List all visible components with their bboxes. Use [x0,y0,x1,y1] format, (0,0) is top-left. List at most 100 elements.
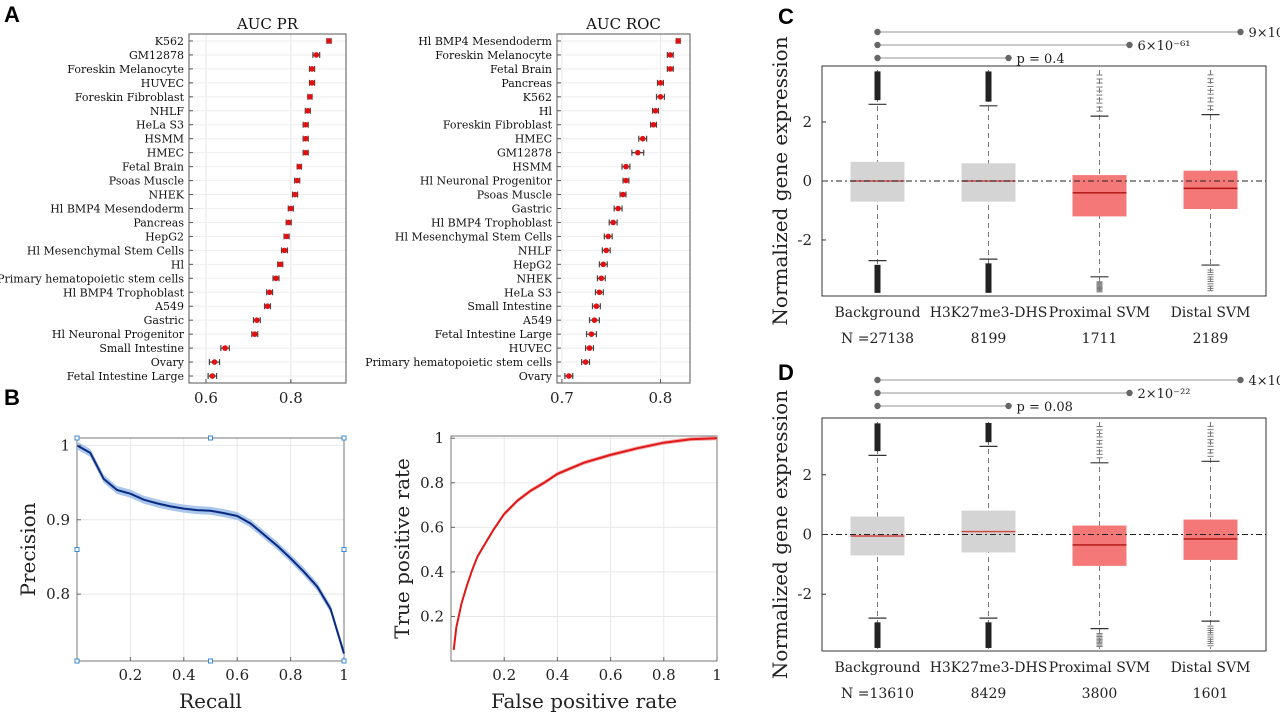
data-point [222,345,228,351]
category-label: Hl Mesenchymal Stem Cells [27,244,184,257]
chart-title: AUC PR [236,15,299,33]
y-axis-label: Normalized gene expression [768,390,792,679]
p-value-label: 2×10⁻²² [1138,387,1191,402]
category-label: Background [834,305,920,321]
category-label: Foreskin Fibroblast [75,91,185,104]
count-label: 3800 [1082,686,1118,702]
y-tick-label: 1 [434,429,444,447]
category-label: Hl BMP4 Mesendoderm [418,35,552,48]
data-point [566,373,572,379]
category-label: HeLa S3 [136,119,184,132]
y-tick-label: 2 [802,113,812,131]
p-value-label: 9×10⁻³⁵ [1249,26,1280,41]
category-label: Hl BMP4 Trophoblast [63,286,185,299]
selection-handle [208,658,213,664]
y-tick-label: 2 [802,466,812,484]
x-tick-label: 0.8 [649,389,673,407]
panel-label-a: A [4,2,20,27]
data-point [620,191,626,198]
bracket-dot [874,389,881,397]
category-label: Ovary [519,370,553,383]
data-point [296,163,303,170]
category-label: Hl [539,105,553,118]
data-point [639,135,646,142]
count-label: 2189 [1193,331,1229,347]
bracket-dot [1005,402,1012,410]
category-label: Small Intestine [467,300,552,313]
data-point [302,135,309,142]
category-label: Hl BMP4 Mesendoderm [50,203,184,216]
bracket-dot [1005,54,1012,62]
data-point [302,149,309,156]
bracket-dot [1126,41,1133,49]
category-label: HMEC [515,133,552,146]
category-label: GM12878 [497,147,552,160]
category-label: H3K27me3-DHS [930,660,1048,676]
category-label: Fetal Intestine Large [67,370,184,383]
y-tick-label: 1 [60,436,70,454]
box [850,161,905,202]
x-tick-label: 0.8 [652,666,676,684]
y-axis-label: Normalized gene expression [768,36,792,325]
data-point [309,66,315,72]
category-label: Ovary [151,356,185,369]
y-axis-label: True positive rate [390,458,414,639]
box [1183,170,1238,210]
category-label: Psoas Muscle [477,189,552,202]
category-label: Hl Neuronal Progenitor [420,175,553,188]
data-point [586,345,593,351]
count-label: N =27138 [841,331,914,347]
plot-frame [450,435,718,662]
data-point [652,107,659,114]
category-label: Pancreas [133,216,184,229]
category-label: HSMM [144,133,184,146]
count-label: 1711 [1082,331,1118,347]
bracket-dot [1237,28,1244,36]
data-point [610,219,616,226]
data-point [273,275,279,282]
data-point [600,261,607,268]
panel-label-d: D [778,360,794,385]
category-label: Fetal Brain [122,161,184,174]
y-tick-label: 0.2 [420,607,444,625]
bracket-dot [874,402,881,410]
category-label: Primary hematopoietic stem cells [365,356,552,369]
data-point [605,233,612,240]
category-label: A549 [522,314,552,327]
category-label: HepG2 [145,230,184,243]
category-label: Hl Mesenchymal Stem Cells [395,230,552,243]
data-point [254,317,260,323]
data-point [283,233,290,240]
x-tick-label: 0.6 [225,666,249,684]
lineplot-precision-recall: 0.2 0.4 0.6 0.8 1 0.8 0.9 1 Recall Precision [16,435,349,713]
data-point [209,373,216,379]
confidence-band [77,441,344,658]
p-value-label: 6×10⁻⁶¹ [1138,39,1191,54]
data-point [309,80,315,86]
panel-label-c: C [778,4,794,29]
boxplot-panel-c: Background N =27138 H3K27me3-DHS 8199 Proxim… [768,26,1280,347]
data-point [313,52,320,58]
box [1072,525,1127,566]
p-value-label: p = 0.08 [1017,400,1073,415]
category-label: H3K27me3-DHS [930,305,1048,321]
data-point [582,359,589,365]
data-point [588,331,595,337]
selection-handle [74,658,80,664]
category-label: Small Intestine [99,342,184,355]
series-line [452,437,718,651]
y-tick-label: 0.8 [46,585,70,603]
y-tick-label: 0.6 [420,518,444,536]
selection-handle [74,547,80,552]
bracket-dot [1126,389,1133,397]
category-label: Foreskin Melanocyte [67,63,184,76]
count-label: 8199 [971,331,1007,347]
data-point [623,177,629,184]
box [961,163,1016,202]
lineplot-roc: 0.2 0.4 0.6 0.8 1 0.2 0.4 0.6 0.8 1 False positive… [390,429,722,713]
category-label: NHEK [149,189,185,202]
panel-label-b: B [4,385,20,410]
data-point [657,94,664,100]
category-label: Primary hematopoietic stem cells [0,272,184,285]
